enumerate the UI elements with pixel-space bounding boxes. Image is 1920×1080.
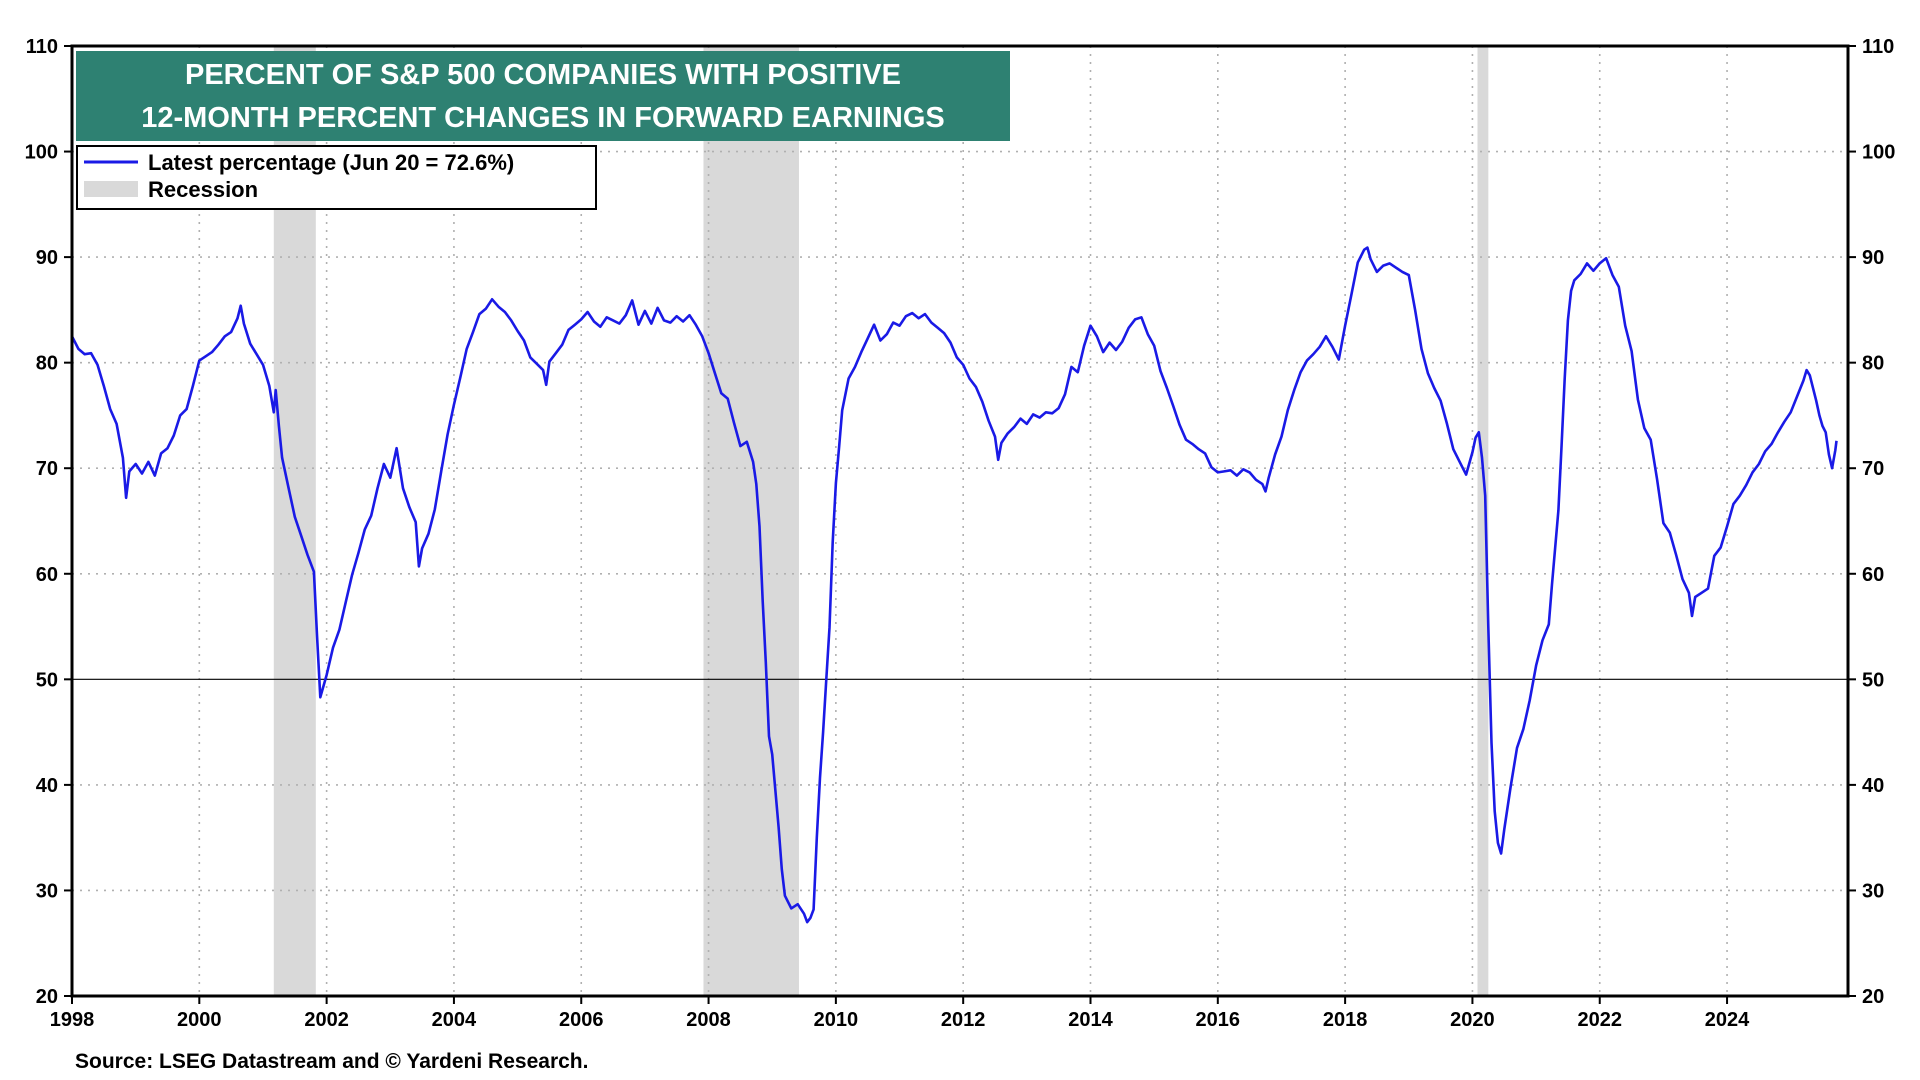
title-background — [76, 51, 1010, 141]
x-tick-label: 1998 — [50, 1009, 95, 1031]
legend: Latest percentage (Jun 20 = 72.6%) Reces… — [76, 145, 597, 210]
left-y-tick-label: 20 — [36, 986, 58, 1008]
x-tick-label: 2016 — [1196, 1009, 1241, 1031]
legend-label-latest-percentage: Latest percentage (Jun 20 = 72.6%) — [148, 150, 514, 175]
right-y-tick-label: 90 — [1862, 247, 1884, 269]
left-y-tick-label: 90 — [36, 247, 58, 269]
left-y-tick-label: 30 — [36, 880, 58, 902]
x-tick-label: 2010 — [814, 1009, 859, 1031]
right-y-tick-label: 20 — [1862, 986, 1884, 1008]
right-y-tick-label: 100 — [1862, 142, 1895, 164]
legend-box — [76, 145, 597, 210]
chart-title-box: PERCENT OF S&P 500 COMPANIES WITH POSITI… — [76, 51, 1010, 141]
right-y-tick-label: 80 — [1862, 353, 1884, 375]
x-tick-label: 2022 — [1577, 1009, 1622, 1031]
left-y-tick-label: 100 — [25, 142, 58, 164]
x-tick-label: 2000 — [177, 1009, 222, 1031]
x-tick-label: 2014 — [1068, 1009, 1113, 1031]
left-y-tick-label: 60 — [36, 564, 58, 586]
x-axis-labels: 1998 2000 2002 2004 2006 2008 2010 2012 2014 2016… — [50, 1009, 1750, 1031]
left-y-tick-label: 110 — [26, 36, 58, 58]
right-y-tick-label: 110 — [1862, 36, 1894, 58]
left-y-tick-label: 70 — [36, 458, 58, 480]
recession-band — [1477, 46, 1489, 996]
right-y-tick-label: 50 — [1862, 669, 1884, 691]
x-tick-label: 2006 — [559, 1009, 604, 1031]
right-y-tick-label: 60 — [1862, 564, 1884, 586]
right-y-tick-label: 40 — [1862, 775, 1884, 797]
x-tick-label: 2002 — [304, 1009, 349, 1031]
chart-title-line-2: 12-MONTH PERCENT CHANGES IN FORWARD EARN… — [141, 102, 944, 134]
x-tick-label: 2018 — [1323, 1009, 1368, 1031]
recession-band — [703, 46, 799, 996]
left-y-tick-label: 40 — [36, 775, 58, 797]
x-tick-label: 2024 — [1705, 1009, 1750, 1031]
x-tick-label: 2020 — [1450, 1009, 1495, 1031]
left-y-tick-label: 80 — [36, 353, 58, 375]
right-y-axis-labels: 20 30 40 50 60 70 80 90 100 110 — [1862, 36, 1895, 1008]
x-tick-label: 2004 — [432, 1009, 477, 1031]
right-y-tick-label: 70 — [1862, 458, 1884, 480]
series-line-latest-percentage — [70, 246, 1838, 924]
chart-title-line-1: PERCENT OF S&P 500 COMPANIES WITH POSITI… — [185, 59, 901, 91]
x-tick-label: 2008 — [686, 1009, 731, 1031]
series-layer — [70, 246, 1838, 924]
left-y-axis-labels: 20 30 40 50 60 70 80 90 100 110 — [25, 36, 58, 1008]
right-y-tick-label: 30 — [1862, 880, 1884, 902]
plot-frame — [70, 44, 1850, 998]
source-note: Source: LSEG Datastream and © Yardeni Re… — [75, 1050, 588, 1073]
axis-ticks — [64, 45, 1856, 1004]
x-tick-label: 2012 — [941, 1009, 986, 1031]
legend-label-recession: Recession — [148, 177, 258, 202]
left-y-tick-label: 50 — [36, 669, 58, 691]
legend-recession-swatch — [84, 181, 138, 197]
